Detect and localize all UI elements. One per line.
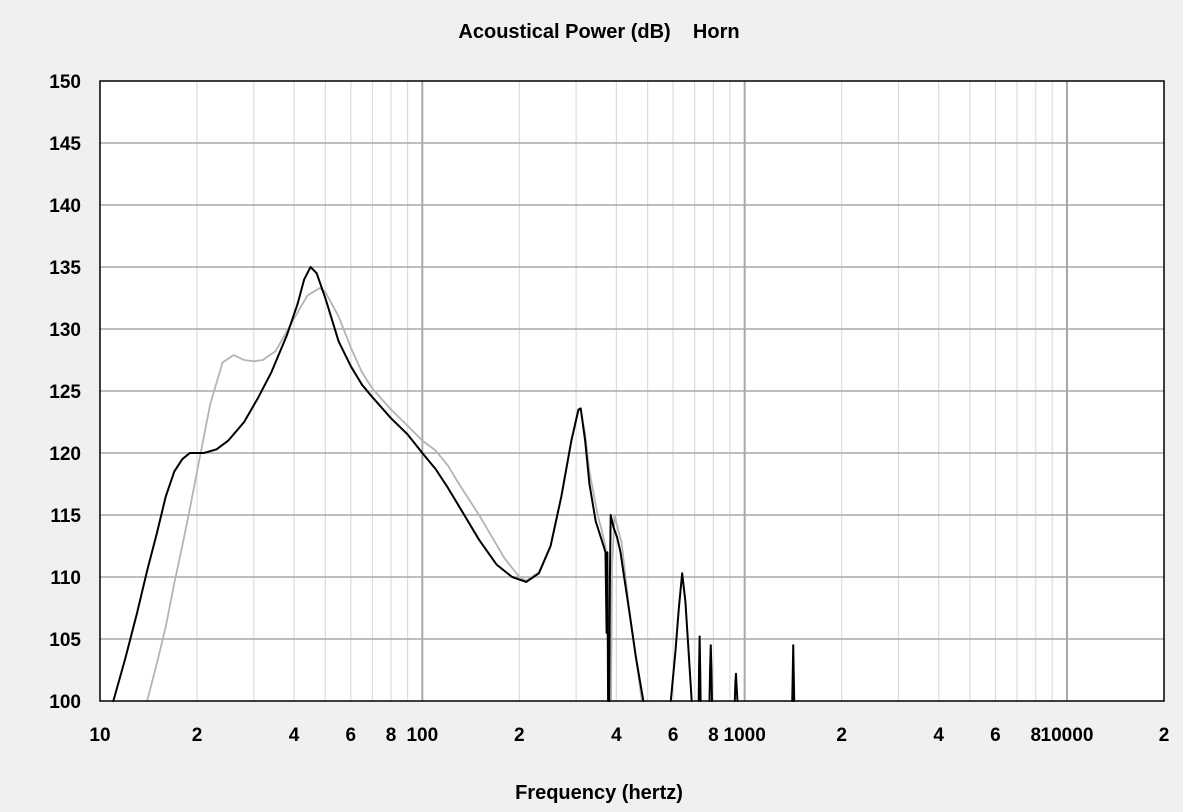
y-tick-label: 100 xyxy=(49,692,81,713)
y-tick-label: 105 xyxy=(49,630,81,651)
x-tick-label: 10000 xyxy=(1041,725,1094,746)
y-tick-label: 110 xyxy=(50,568,81,589)
chart-title: Acoustical Power (dB) Horn xyxy=(458,21,739,43)
plot-frame xyxy=(99,80,1165,702)
x-tick-label: 2 xyxy=(514,725,525,746)
x-tick-label: 6 xyxy=(346,725,357,746)
x-tick-label: 10 xyxy=(89,725,110,746)
major-grid xyxy=(100,81,1164,701)
y-tick-label: 140 xyxy=(49,196,81,217)
series-line-black xyxy=(791,644,796,702)
x-tick-label: 8 xyxy=(708,725,719,746)
y-axis-tick-labels: 100 105 110 115 120 125 130 135 140 145 150 xyxy=(49,72,81,713)
x-tick-label: 100 xyxy=(406,725,438,746)
series-line-black xyxy=(733,672,739,702)
x-tick-label: 2 xyxy=(1159,725,1170,746)
series-line-black xyxy=(669,572,693,702)
y-tick-label: 135 xyxy=(49,258,81,279)
x-axis-tick-labels: 10 2 4 6 8 100 2 4 6 8 1000 2 4 6 8 10000 2 xyxy=(89,725,1169,746)
x-tick-label: 2 xyxy=(192,725,203,746)
x-tick-label: 8 xyxy=(386,725,397,746)
y-tick-label: 125 xyxy=(49,382,81,403)
series-line-black xyxy=(697,635,702,702)
series-line-black xyxy=(112,266,610,702)
x-tick-label: 4 xyxy=(611,725,622,746)
series-line-black xyxy=(708,644,713,702)
x-axis-label: Frequency (hertz) xyxy=(515,782,683,804)
y-tick-label: 120 xyxy=(49,444,81,465)
x-tick-label: 2 xyxy=(836,725,847,746)
x-tick-label: 1000 xyxy=(724,725,766,746)
y-tick-label: 150 xyxy=(49,72,81,93)
y-tick-label: 115 xyxy=(50,506,81,527)
data-series xyxy=(112,266,796,702)
y-tick-label: 145 xyxy=(49,134,81,155)
x-tick-label: 8 xyxy=(1030,725,1041,746)
x-tick-label: 6 xyxy=(668,725,679,746)
y-tick-label: 130 xyxy=(49,320,81,341)
x-tick-label: 4 xyxy=(289,725,300,746)
x-tick-label: 4 xyxy=(933,725,944,746)
x-tick-label: 6 xyxy=(990,725,1001,746)
series-line-black xyxy=(608,514,645,702)
